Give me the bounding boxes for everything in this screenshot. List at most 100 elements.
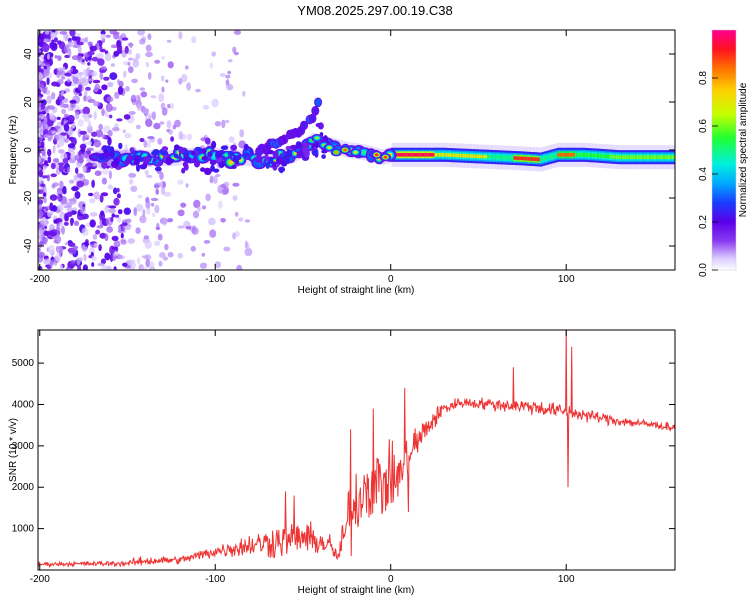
spectrogram-band-cell (413, 153, 416, 157)
colorbar-frame (711, 29, 737, 271)
spectrogram-noise-cell (111, 127, 120, 132)
spectrogram-noise-cell (56, 245, 64, 255)
spectrogram-noise-cell (239, 129, 245, 138)
spectrogram-band-cell (586, 153, 589, 157)
spectrogram-noise-cell (47, 148, 52, 157)
spectrogram-band-cell (454, 153, 457, 158)
spectrogram-noise-cell (38, 150, 42, 154)
spectrogram-band-cell (650, 155, 653, 159)
spectrogram-ridge-blob (299, 128, 303, 133)
spectrogram-noise-cell (85, 150, 92, 155)
spectrogram-x-tick-label: -200 (30, 274, 50, 285)
spectrogram-noise-cell (121, 222, 128, 227)
spectrogram-band-cell (524, 156, 527, 161)
spectrogram-noise-cell (42, 43, 50, 53)
spectrogram-noise-cell (86, 78, 95, 82)
spectrogram-band-cell (576, 153, 579, 157)
spectrogram-noise-cell (103, 76, 110, 81)
spectrogram-scatter-cell (181, 167, 186, 174)
snr-panel: -200 -100 0 100 1000 2000 3000 4000 5000 Height… (8, 329, 676, 596)
spectrogram-y-tick-label: -20 (23, 190, 34, 205)
spectrogram-noise-cell (50, 32, 57, 39)
spectrogram-band-cell (536, 157, 538, 162)
spectrogram-band-cell (509, 156, 512, 160)
spectrogram-noise-cell (123, 114, 131, 120)
spectrogram-noise-cell (133, 57, 138, 63)
spectrogram-noise-cell (44, 30, 50, 35)
spectrogram-band-cell (475, 154, 478, 159)
spectrogram-scatter-cell (272, 150, 279, 158)
spectrogram-ridge-blob (228, 160, 234, 165)
spectrogram-noise-cell (110, 216, 114, 222)
spectrogram-noise-cell (122, 129, 127, 134)
spectrogram-band-cell (492, 155, 495, 159)
spectrogram-band-cell (639, 155, 642, 159)
spectrogram-noise-cell (124, 45, 129, 54)
spectrogram-noise-cell (66, 78, 71, 83)
spectrogram-noise-cell (226, 83, 234, 91)
spectrogram-noise-cell (135, 124, 141, 130)
spectrogram-noise-cell (133, 207, 138, 217)
spectrogram-noise-cell (82, 106, 91, 115)
spectrogram-noise-cell (212, 175, 218, 184)
spectrogram-band-cell (418, 153, 421, 157)
spectrogram-noise-cell (91, 262, 95, 267)
spectrogram-noise-cell (43, 134, 50, 139)
spectrogram-noise-cell (232, 232, 237, 240)
spectrogram-scatter-cell (297, 150, 304, 157)
spectrogram-noise-cell (101, 84, 108, 91)
spectrogram-noise-cell (168, 102, 174, 110)
spectrogram-band-cell (605, 154, 608, 159)
spectrogram-noise-cell (203, 240, 211, 244)
spectrogram-noise-cell (105, 103, 113, 112)
spectrogram-noise-cell (146, 174, 153, 178)
spectrogram-noise-cell (160, 186, 165, 195)
spectrogram-noise-cell (113, 197, 120, 206)
spectrogram-band-cell (538, 157, 541, 162)
spectrogram-band-cell (655, 155, 657, 159)
spectrogram-noise-cell (135, 203, 144, 212)
spectrogram-band-cell (465, 154, 468, 158)
spectrogram-band-cell (635, 155, 638, 159)
spectrogram-band-cell (673, 155, 675, 159)
spectrogram-noise-cell (38, 175, 43, 183)
spectrogram-band-cell (480, 154, 483, 159)
spectrogram-band-cell (542, 157, 545, 161)
spectrogram-noise-cell (38, 204, 43, 211)
spectrogram-noise-cell (59, 180, 64, 188)
spectrogram-noise-cell (49, 194, 58, 201)
spectrogram-noise-cell (116, 193, 121, 199)
spectrogram-band-cell (438, 153, 441, 157)
colorbar-ticks: 0.0 0.2 0.4 0.6 0.8 (698, 71, 718, 277)
spectrogram-noise-cell (199, 262, 208, 269)
spectrogram-noise-cell (43, 197, 47, 204)
spectrogram-noise-cell (70, 150, 76, 156)
spectrogram-scatter-cell (183, 157, 190, 162)
spectrogram-noise-cell (79, 130, 87, 135)
spectrogram-noise-cell (99, 194, 104, 203)
spectrogram-noise-cell (46, 265, 52, 270)
spectrogram-noise-cell (78, 84, 83, 91)
spectrogram-noise-cell (151, 111, 156, 120)
spectrogram-noise-cell (40, 102, 45, 110)
spectrogram-band-cell (411, 153, 414, 157)
spectrogram-scatter-cell (264, 154, 269, 162)
spectrogram-band-cell (499, 155, 502, 160)
spectrogram-noise-cell (46, 76, 50, 86)
spectrogram-band-cell (598, 154, 601, 158)
colorbar-tick-label: 0.0 (698, 263, 709, 277)
spectrogram-scatter-cell (285, 145, 292, 151)
spectrogram-band-cell (575, 153, 577, 157)
spectrogram-band-cell (458, 153, 461, 158)
spectrogram-noise-cell (51, 39, 55, 44)
snr-y-tick-label: 3000 (12, 441, 35, 452)
colorbar-label: Normalized spectral amplitude (738, 82, 749, 217)
spectrogram-band-cell (584, 153, 587, 157)
spectrogram-band-cell (646, 155, 649, 159)
spectrogram-noise-cell (99, 69, 107, 73)
spectrogram-noise-cell (56, 138, 65, 147)
snr-y-label: SNR (10 * v/v) (8, 418, 19, 482)
spectrogram-noise-cell (99, 71, 104, 80)
